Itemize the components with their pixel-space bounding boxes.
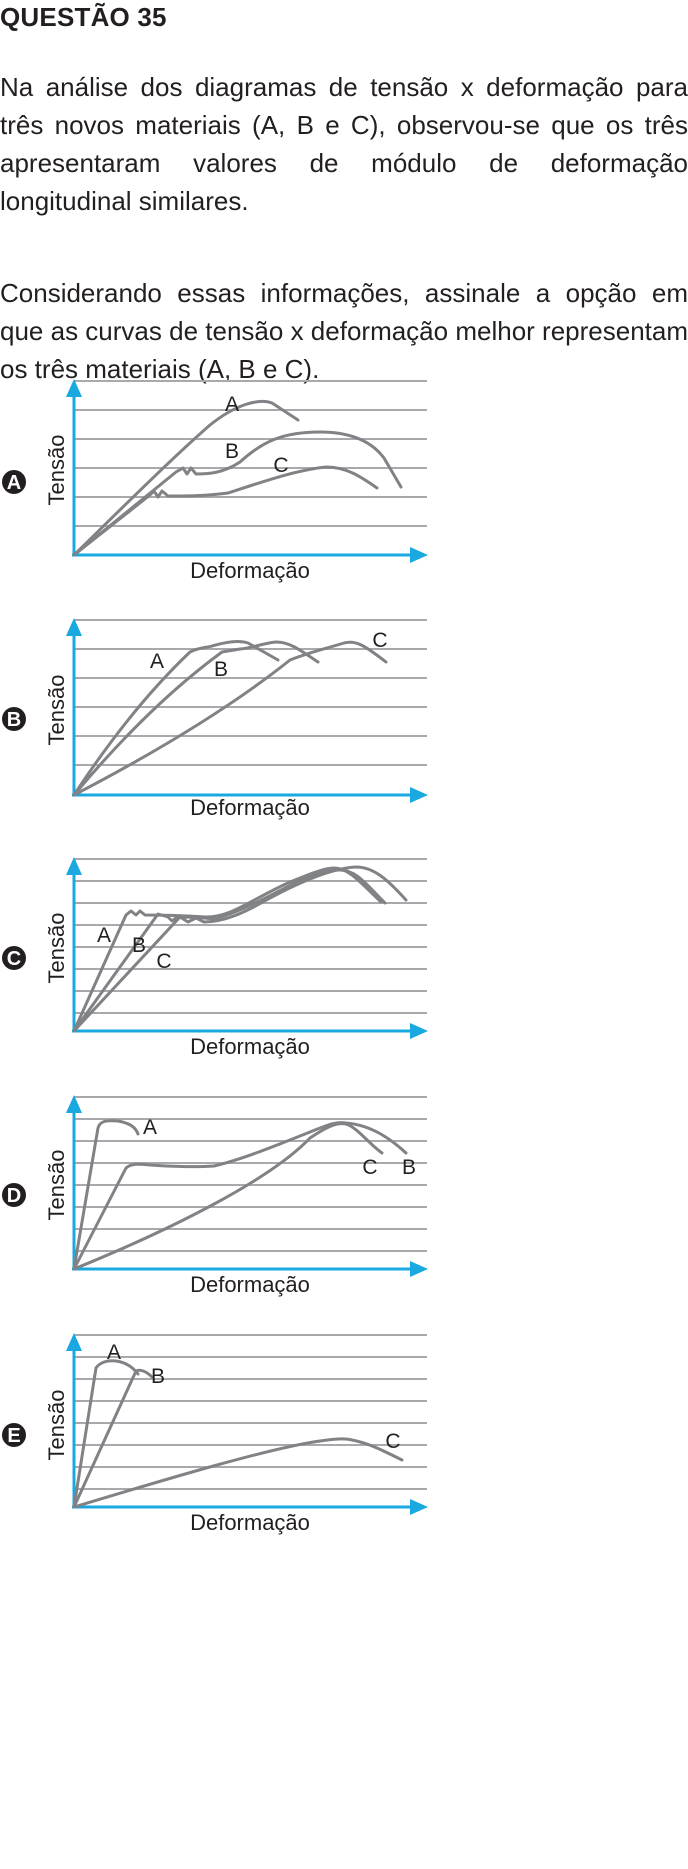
curve-b: [72, 430, 403, 557]
option-badge-icon: [2, 707, 26, 731]
curve-c: [72, 1122, 384, 1271]
y-axis-arrow-icon: [66, 1333, 82, 1351]
curve-label-b: B: [151, 1365, 165, 1388]
option-b-figure[interactable]: A B C Deformação Tensão B: [2, 618, 428, 820]
option-letter: B: [7, 709, 21, 731]
curve-b: [72, 640, 320, 797]
curve-label-b: B: [214, 658, 228, 681]
x-axis-label: Deformação: [190, 795, 310, 820]
curve-label-c: C: [362, 1156, 377, 1179]
curve-label-b: B: [402, 1156, 416, 1179]
curve-b: [72, 868, 387, 1033]
x-axis-arrow-icon: [410, 787, 428, 803]
y-axis-arrow-icon: [66, 857, 82, 875]
curve-label-a: A: [225, 393, 239, 416]
option-badge-icon: [2, 470, 26, 494]
curve-label-c: C: [372, 629, 387, 652]
y-axis-arrow-icon: [66, 618, 82, 636]
curve-c: [72, 465, 379, 557]
x-axis-label: Deformação: [190, 1272, 310, 1297]
option-badge-icon: [2, 1423, 26, 1447]
curve-c: [72, 640, 388, 797]
x-axis-arrow-icon: [410, 1261, 428, 1277]
question-statement: Na análise dos diagramas de tensão x def…: [0, 72, 688, 216]
curve-c: [72, 1437, 404, 1509]
y-axis-label: Tensão: [44, 1390, 69, 1461]
curve-a: [72, 399, 300, 557]
question-title: QUESTÃO 35: [0, 2, 167, 32]
curve-label-b: B: [225, 440, 239, 463]
question-command: Considerando essas informações, assinale…: [0, 278, 688, 384]
option-letter: D: [7, 1185, 21, 1207]
option-letter: A: [7, 472, 21, 494]
curve-a: [72, 866, 383, 1033]
curve-label-c: C: [385, 1430, 400, 1453]
curve-a: [72, 1359, 140, 1509]
curve-label-a: A: [150, 650, 164, 673]
option-a-figure[interactable]: A B C Deformação Tensão A: [2, 379, 428, 583]
y-axis-arrow-icon: [66, 1095, 82, 1113]
y-axis-label: Tensão: [44, 675, 69, 746]
x-axis-label: Deformação: [190, 558, 310, 583]
x-axis-arrow-icon: [410, 547, 428, 563]
curve-b: [72, 1121, 408, 1271]
curve-label-c: C: [273, 454, 288, 477]
y-axis-label: Tensão: [44, 1150, 69, 1221]
curve-label-c: C: [156, 950, 171, 973]
curve-a: [72, 640, 280, 797]
x-axis-arrow-icon: [410, 1023, 428, 1039]
option-d-figure[interactable]: A C B Deformação Tensão D: [2, 1095, 428, 1297]
x-axis-label: Deformação: [190, 1510, 310, 1535]
option-letter: E: [7, 1425, 20, 1447]
option-letter: C: [7, 948, 21, 970]
option-badge-icon: [2, 946, 26, 970]
y-axis-label: Tensão: [44, 913, 69, 984]
curve-label-a: A: [97, 924, 111, 947]
curve-label-b: B: [132, 934, 146, 957]
option-badge-icon: [2, 1183, 26, 1207]
option-e-figure[interactable]: A B C Deformação Tensão E: [2, 1333, 428, 1535]
curve-a: [72, 1119, 140, 1271]
curve-label-a: A: [143, 1116, 157, 1139]
curve-label-a: A: [107, 1341, 121, 1364]
y-axis-arrow-icon: [66, 379, 82, 397]
y-axis-label: Tensão: [44, 435, 69, 506]
x-axis-arrow-icon: [410, 1499, 428, 1515]
x-axis-label: Deformação: [190, 1034, 310, 1059]
curve-c: [72, 865, 408, 1033]
curve-b: [72, 1368, 154, 1509]
